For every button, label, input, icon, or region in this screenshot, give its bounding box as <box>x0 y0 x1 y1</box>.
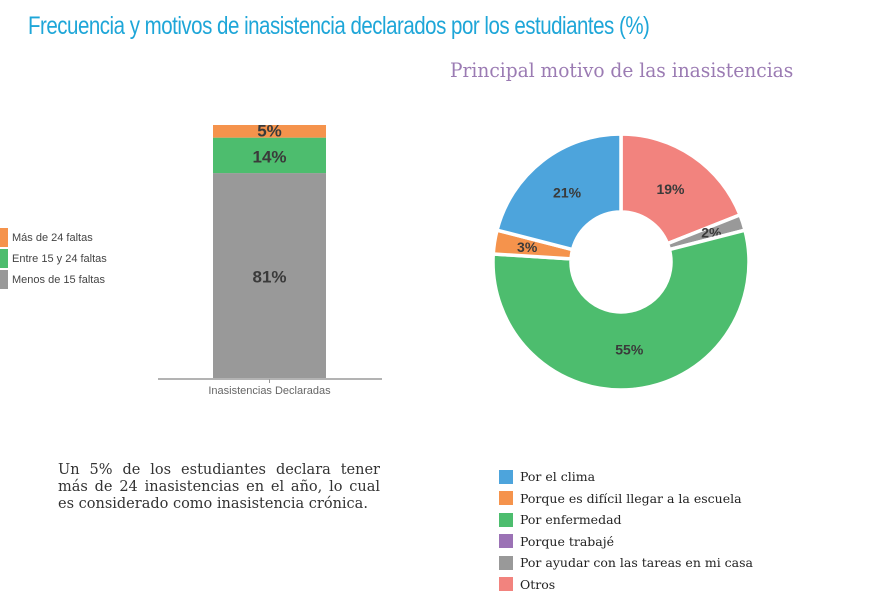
legend-swatch <box>499 555 513 570</box>
legend-label: Por el clima <box>520 469 596 485</box>
bar-legend-item: Más de 24 faltas <box>0 227 107 248</box>
pie-legend-item: Por enfermedad <box>499 509 753 531</box>
bar-data-label: 81% <box>252 268 286 287</box>
pie-legend-item: Porque es difícil llegar a la escuela <box>499 488 753 510</box>
caption-text: Un 5% de los estudiantes declara tener m… <box>58 462 380 512</box>
legend-label: Otros <box>520 576 556 592</box>
legend-swatch <box>499 534 513 549</box>
pie-data-label: 3% <box>517 239 538 255</box>
legend-label: Porque es difícil llegar a la escuela <box>520 490 742 506</box>
pie-legend-item: Por el clima <box>499 466 753 488</box>
pie-legend-item: Por ayudar con las tareas en mi casa <box>499 552 753 574</box>
legend-label: Menos de 15 faltas <box>12 273 105 286</box>
page-title: Frecuencia y motivos de inasistencia dec… <box>28 12 650 40</box>
pie-slice <box>491 228 751 392</box>
bar-segment <box>213 173 326 378</box>
legend-swatch <box>0 249 8 268</box>
pie-data-label: 21% <box>553 184 582 200</box>
bar-segment <box>213 125 326 138</box>
legend-swatch <box>0 270 8 289</box>
bar-legend: Más de 24 faltas Entre 15 y 24 faltas Me… <box>0 227 107 290</box>
pie-chart-title: Principal motivo de las inasistencias <box>450 58 794 82</box>
legend-label: Más de 24 faltas <box>12 231 93 244</box>
legend-swatch <box>499 512 513 527</box>
legend-label: Por ayudar con las tareas en mi casa <box>520 555 753 571</box>
bar-legend-item: Entre 15 y 24 faltas <box>0 248 107 269</box>
legend-label: Entre 15 y 24 faltas <box>12 252 107 265</box>
pie-slice <box>494 132 623 252</box>
legend-swatch <box>499 469 513 484</box>
legend-swatch <box>499 577 513 592</box>
bar-segment <box>213 137 326 174</box>
legend-swatch <box>499 491 513 506</box>
bar-legend-item: Menos de 15 faltas <box>0 269 107 290</box>
legend-label: Porque trabajé <box>520 533 615 549</box>
pie-legend-item: Porque trabajé <box>499 531 753 553</box>
legend-swatch <box>0 228 8 247</box>
bar-data-label: 14% <box>252 147 286 166</box>
pie-legend-item: Otros <box>499 574 753 596</box>
pie-data-label: 55% <box>615 342 644 358</box>
legend-label: Por enfermedad <box>520 512 622 528</box>
pie-slice <box>619 132 743 246</box>
x-tick-label: Inasistencias Declaradas <box>208 385 331 397</box>
bar-data-label: 5% <box>257 121 282 140</box>
pie-legend: Por el clima Porque es difícil llegar a … <box>499 466 753 595</box>
pie-data-label: 19% <box>656 181 685 197</box>
